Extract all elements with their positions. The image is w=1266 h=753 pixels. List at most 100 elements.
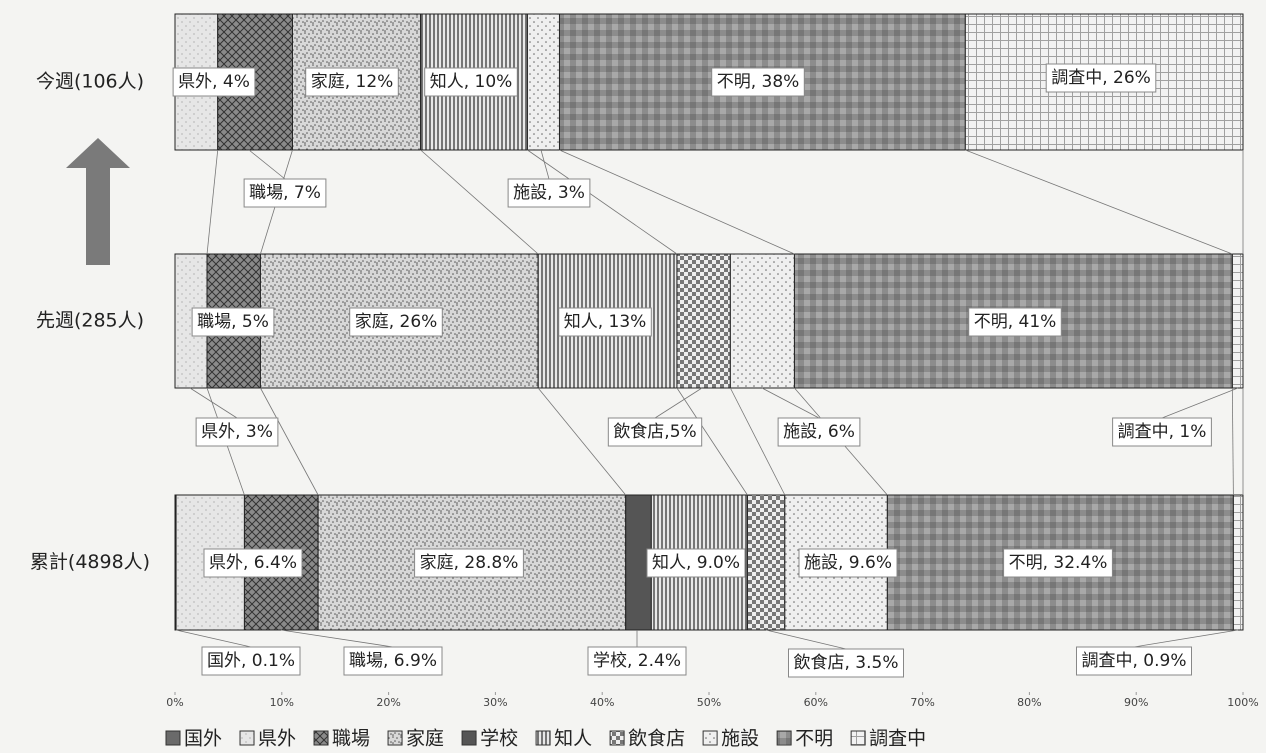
connector-line: [206, 149, 219, 255]
data-label: 家庭, 26%: [355, 312, 438, 332]
label-box: [587, 646, 687, 676]
data-label: 知人, 13%: [564, 312, 647, 332]
label-box: [968, 307, 1062, 337]
data-label: 県外, 3%: [201, 422, 273, 442]
legend-swatch: [535, 730, 551, 746]
x-tick-label: 10%: [270, 696, 294, 709]
label-box: [349, 307, 443, 337]
data-label: 職場, 7%: [249, 183, 321, 203]
label-box: [507, 178, 591, 208]
data-label: 施設, 3%: [513, 183, 585, 203]
label-box: [1003, 548, 1113, 578]
legend-swatch: [776, 730, 792, 746]
leader-line: [654, 387, 703, 419]
data-label: 国外, 0.1%: [207, 651, 295, 671]
leader-line: [1161, 387, 1239, 419]
label-box: [558, 307, 652, 337]
connector-line: [420, 149, 539, 255]
legend-label: 知人: [554, 728, 592, 750]
x-tick-label: 20%: [376, 696, 400, 709]
leader-line: [765, 629, 847, 650]
label-box: [172, 67, 256, 97]
legend-label: 不明: [795, 728, 833, 750]
label-box: [798, 548, 898, 578]
legend-swatch: [702, 730, 718, 746]
x-tick-label: 80%: [1017, 696, 1041, 709]
label-box: [201, 646, 301, 676]
legend-swatch: [609, 730, 625, 746]
label-box: [203, 548, 303, 578]
x-tick-label: 50%: [697, 696, 721, 709]
legend-swatch: [850, 730, 866, 746]
data-label: 調査中, 1%: [1118, 422, 1207, 442]
x-tick-label: 40%: [590, 696, 614, 709]
bar-segment: [729, 253, 795, 389]
connector-line: [559, 149, 795, 255]
label-box: [1076, 646, 1192, 676]
row-label: 今週(106人): [36, 71, 144, 93]
row-label: 累計(4898人): [30, 551, 150, 573]
legend-label: 職場: [332, 728, 370, 750]
data-label: 家庭, 28.8%: [420, 553, 519, 573]
bar-segment: [1232, 494, 1244, 631]
label-box: [414, 548, 524, 578]
label-box: [195, 417, 279, 447]
data-label: 飲食店, 3.5%: [794, 653, 899, 673]
legend-swatch: [387, 730, 403, 746]
label-box: [191, 307, 275, 337]
label-box: [243, 178, 327, 208]
data-label: 施設, 6%: [783, 422, 855, 442]
legend-label: 調査中: [869, 728, 926, 750]
leader-line: [280, 629, 394, 648]
connector-line: [676, 387, 748, 496]
x-tick-label: 100%: [1227, 696, 1258, 709]
leader-line: [189, 387, 238, 419]
leader-line: [1133, 629, 1239, 648]
label-box: [1112, 417, 1212, 447]
legend-label: 施設: [721, 728, 759, 750]
bar-segment: [1231, 253, 1244, 389]
x-tick-label: 70%: [910, 696, 934, 709]
x-tick-label: 60%: [804, 696, 828, 709]
label-box: [711, 67, 805, 97]
bar-segment: [526, 13, 560, 151]
connector-line: [730, 387, 786, 496]
data-label: 不明, 32.4%: [1009, 553, 1108, 573]
label-box: [777, 417, 861, 447]
data-label: 県外, 4%: [178, 72, 250, 92]
label-box: [343, 646, 443, 676]
leader-line: [175, 629, 252, 648]
leader-line: [540, 149, 550, 180]
data-label: 不明, 38%: [717, 72, 800, 92]
legend-label: 家庭: [406, 728, 444, 750]
connector-line: [527, 149, 678, 255]
data-label: 知人, 10%: [430, 72, 513, 92]
x-tick-label: 0%: [166, 696, 183, 709]
data-label: 調査中, 26%: [1051, 68, 1151, 88]
connector-line: [260, 387, 319, 496]
data-label: 調査中, 0.9%: [1082, 651, 1187, 671]
label-box: [305, 67, 399, 97]
legend-swatch: [313, 730, 329, 746]
label-box: [646, 548, 746, 578]
legend-swatch: [165, 730, 181, 746]
label-box: [424, 67, 518, 97]
data-label: 施設, 9.6%: [804, 553, 892, 573]
data-label: 家庭, 12%: [311, 72, 394, 92]
label-box: [788, 648, 904, 678]
leader-line: [248, 149, 286, 180]
label-box: [607, 417, 703, 447]
legend-label: 県外: [258, 728, 296, 750]
up-arrow: [66, 138, 130, 265]
legend-swatch: [239, 730, 255, 746]
leader-line: [761, 387, 820, 419]
label-box: [1045, 63, 1157, 93]
legend-label: 学校: [480, 728, 518, 750]
connector-line: [965, 149, 1233, 255]
data-label: 不明, 41%: [974, 312, 1057, 332]
row-label: 先週(285人): [36, 310, 144, 332]
data-label: 飲食店,5%: [613, 422, 696, 442]
data-label: 学校, 2.4%: [593, 651, 681, 671]
data-label: 職場, 6.9%: [349, 651, 437, 671]
